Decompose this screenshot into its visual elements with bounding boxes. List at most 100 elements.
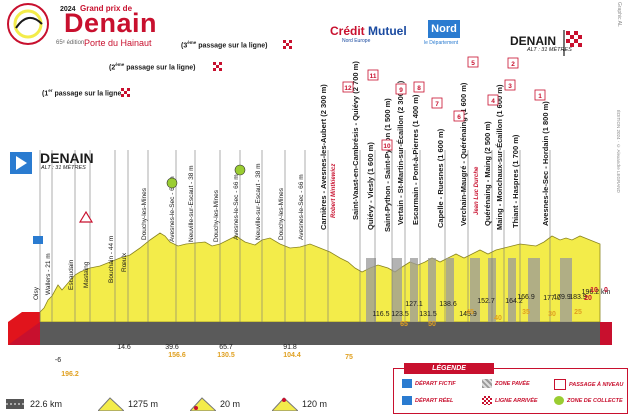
cobbled-sector [528,258,540,322]
passage-flag [216,65,219,68]
cobbled-sector [428,258,436,322]
credit-edition: ÉDITION 2024 · © Alexandre LEGRAND [616,110,621,193]
legend-item: DÉPART RÉEL [402,396,453,405]
km-remaining: 40 [494,315,502,322]
sponsor-nord-sub: le Département [424,40,459,46]
stat-max-alt: 120 m [272,397,327,411]
place-label: Thiant - Haspres (1 700 m) [511,134,520,228]
flag-icon [402,379,412,388]
sector-number-box [453,110,465,122]
place-label: Douchy-les-Mines [278,187,285,240]
passage-flag [127,88,130,91]
legend-item: ZONE PAVÉE [482,379,530,388]
km-remaining: 65 [400,321,408,328]
passage-flag [124,94,127,97]
sector-number: 12 [344,85,352,92]
km-mark: 131.5 [419,311,437,318]
km-remaining: 20 [584,295,592,302]
start-icon [402,396,412,405]
km-remaining: 35 [522,309,530,316]
place-label: Quiévy - Viesly (1 600 m) [366,142,375,230]
legend-item: LIGNE ARRIVÉE [482,396,538,405]
feed-zone-icon [234,164,246,176]
km-mark: 196.2 km [582,289,611,296]
place-label: Carnières - Avesnes-les-Aubert (2 300 m) [319,84,328,230]
km-remaining: 75 [345,354,353,361]
legend-item: ZONE DE COLLECTE [554,396,623,405]
km-remaining: 196.2 [61,371,79,378]
km-remaining: 30 [548,311,556,318]
passage-flag [127,94,130,97]
place-label: Quérénaing - Maing (2 500 m) [483,121,492,226]
cobbled-sector [446,258,454,322]
km-remaining: 10 [590,287,598,294]
sector-number-box [342,81,354,93]
sector-number-box [413,81,425,93]
real-start-icon [33,236,43,244]
cobbled-sector [410,258,418,322]
place-label: Vertain - St-Martin-sur-Écaillon (2 300 … [396,80,405,225]
sector-number-box [431,97,443,109]
sector-number: 1 [538,93,542,100]
legend-item: PASSAGE À NIVEAU [554,379,623,390]
sector-number: 10 [383,143,391,150]
km-remaining: 130.5 [217,352,235,359]
cobble-icon [482,379,492,388]
finish-line-icon [482,396,492,405]
place-label: Douchy-les-Mines [213,189,220,242]
finish-band [600,322,612,345]
km-mark: 65.7 [219,344,233,351]
km-remaining: 0 [604,287,608,294]
start-alt: ALT : 31 MÈTRES [41,165,86,171]
feed-zone-icon [554,396,564,405]
km-mark: 138.6 [439,301,457,308]
sponsor-credit-mutuel-sub: Nord Europe [342,38,371,44]
place-label: Avesnes-le-Sec - 66 m [233,174,240,240]
finish-alt: ALT : 31 MÈTRES [527,47,572,53]
place-label: Avesnes-le-Sec - Hordain (1 800 m) [541,101,550,226]
legend-title: LÉGENDE [404,363,494,374]
sponsor-credit-mutuel: Crédit Mutuel [330,24,407,38]
km-mark: 166.9 [517,294,535,301]
sector-number-box [507,57,519,69]
finish-title: DENAIN [510,34,557,48]
stat-min-alt: 20 m [190,397,240,411]
passage-flag [216,68,219,71]
place-label: Avesnes-le-Sec - 66 m [169,176,176,242]
km-remaining: 45 [466,309,474,316]
finish-flag-icon [563,30,582,56]
sector-number: 11 [370,73,377,80]
sector-number-box [487,94,499,106]
sector-number: 9 [399,87,403,94]
sector-number: 8 [417,85,421,92]
km-mark: 91.8 [283,344,297,351]
special-label: Jean Luc Durche [474,166,480,215]
sector-number: 2 [511,61,515,68]
km-mark: 152.7 [477,298,495,305]
logo-emblem [7,3,49,45]
start-title: DENAIN [40,150,94,166]
distance-icon [6,399,24,409]
stat-total-climb: 1275 m [98,397,158,411]
passage-flag [213,65,216,68]
brand-small: Grand prix de [80,4,133,13]
passage-flag [289,43,292,46]
place-label: Oisy [33,286,40,300]
passage-flag [121,94,124,97]
place-label: Douchy-les-Mines [141,187,148,240]
passage-flag [286,43,289,46]
passage-flag [213,62,216,65]
mountain-low-icon [190,397,216,411]
brand-subtitle: Porte du Hainaut [84,38,152,48]
place-label: Neuville-sur-Escaut - 38 m [255,163,262,240]
place-label: Mastaing [83,261,90,288]
km-remaining: 25 [574,309,582,316]
passage-flag [127,91,130,94]
mountain-icon [98,397,124,411]
sector-number-box [381,139,393,151]
cobbled-sector [560,258,572,322]
place-label: Saint-Vaast-en-Cambrésis - Quiévy (2 700… [351,61,360,220]
passage-2-label: (2ème passage sur la ligne) [109,62,196,72]
sponsor-nord: Nord [428,20,460,38]
km-mark: 179.9 [553,294,571,301]
